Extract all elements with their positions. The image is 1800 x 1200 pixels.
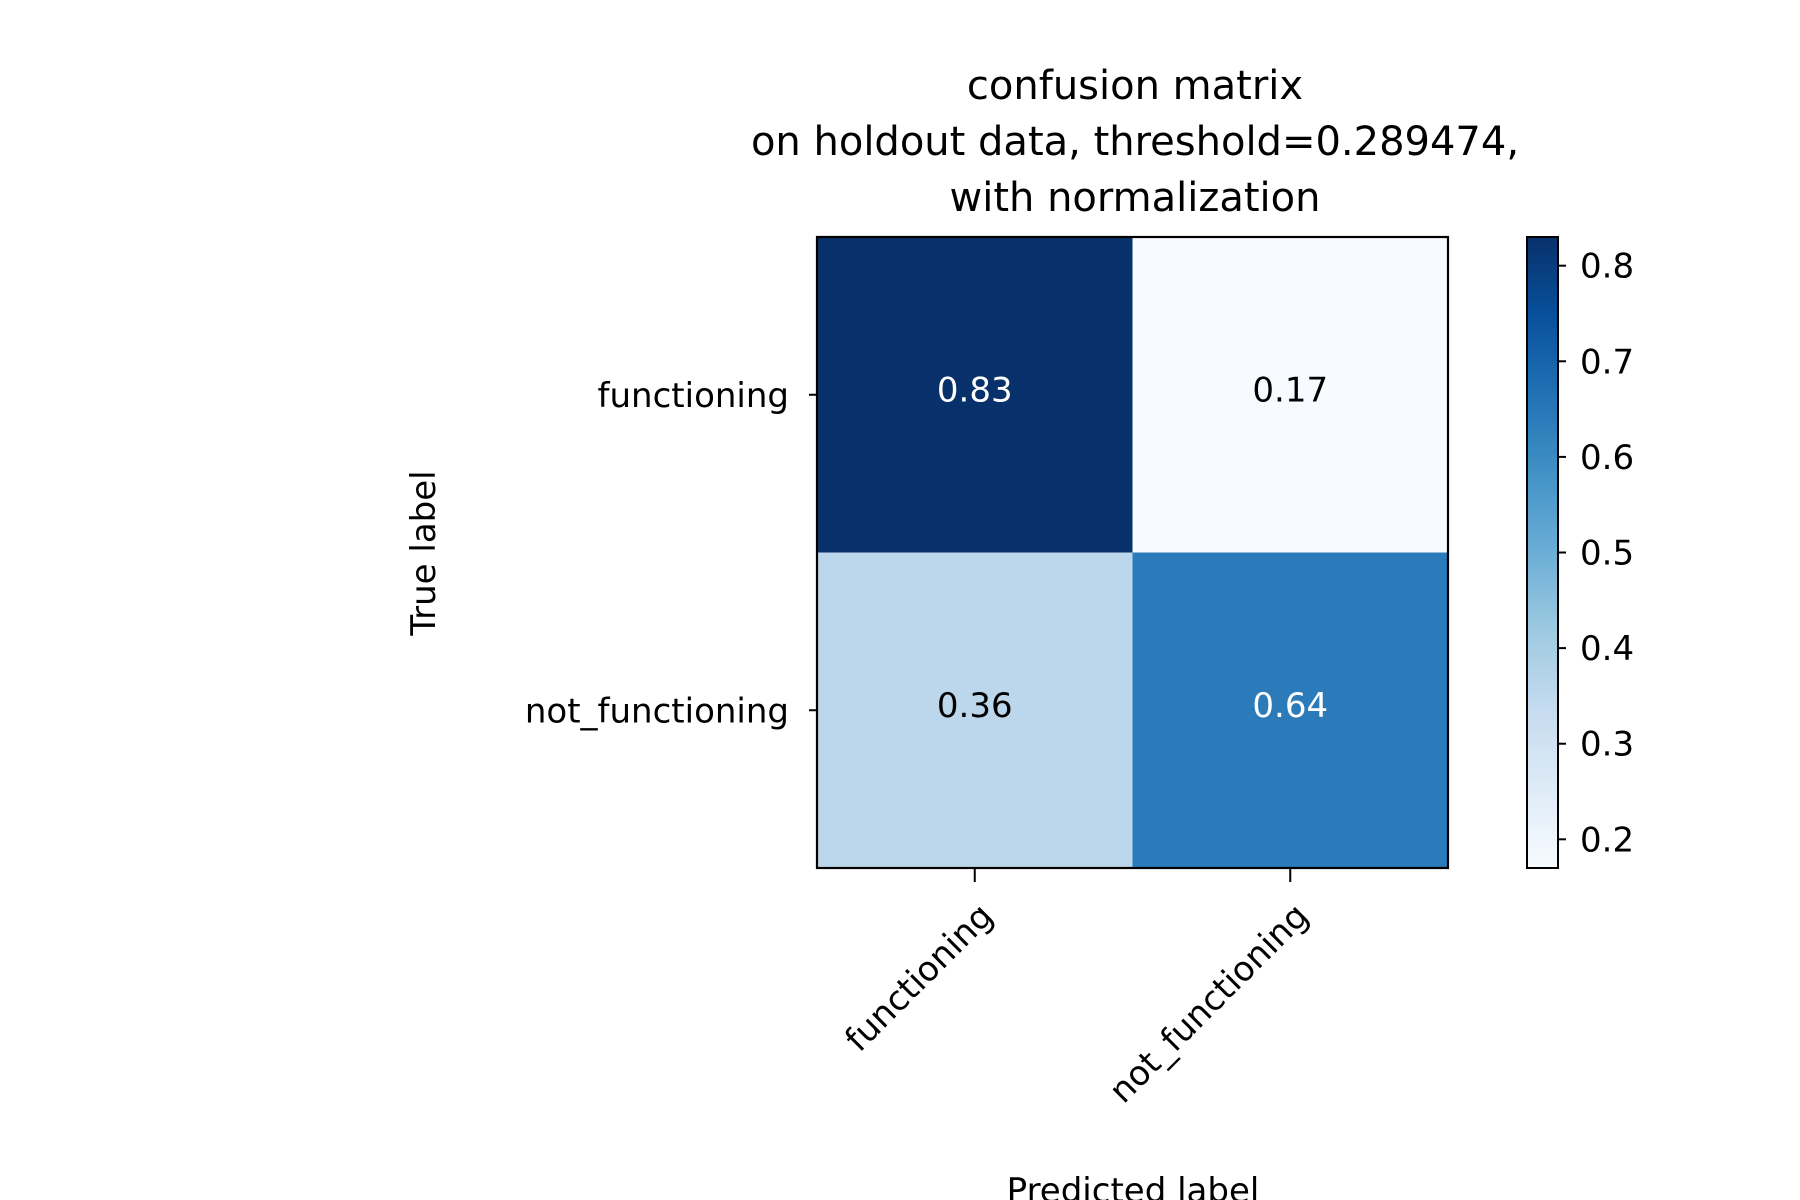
x-tick-label-0: functioning <box>837 896 1001 1060</box>
heatmap-cells <box>817 237 1448 868</box>
colorbar-gradient <box>1526 236 1559 869</box>
x-axis-label: Predicted label <box>1007 1171 1260 1200</box>
cell-label-1-0: 0.36 <box>937 686 1013 726</box>
cell-label-0-1: 0.17 <box>1252 370 1328 410</box>
colorbar-tick-label-3: 0.5 <box>1580 534 1634 574</box>
heatmap-cell-0-1 <box>1132 237 1448 553</box>
y-axis: functioning not_functioning <box>525 376 817 731</box>
colorbar-tick-label-2: 0.4 <box>1580 629 1634 669</box>
cell-label-0-0: 0.83 <box>937 370 1013 410</box>
title-line-3: with normalization <box>950 175 1321 221</box>
heatmap-cell-1-1 <box>1132 552 1448 868</box>
y-tick-label-0: functioning <box>598 376 789 416</box>
cell-label-1-1: 0.64 <box>1252 686 1328 726</box>
colorbar-tick-label-6: 0.8 <box>1580 247 1634 287</box>
colorbar-tick-label-4: 0.6 <box>1580 438 1634 478</box>
colorbar-tick-label-0: 0.2 <box>1580 820 1634 860</box>
colorbar-tick-label-1: 0.3 <box>1580 725 1634 765</box>
chart-title: confusion matrix on holdout data, thresh… <box>751 63 1519 221</box>
plot-frame <box>815 235 1450 870</box>
heatmap-cell-1-0 <box>817 552 1133 868</box>
y-tick-label-1: not_functioning <box>525 691 789 731</box>
colorbar: 0.2 0.3 0.4 0.5 0.6 0.7 0.8 <box>1526 236 1634 869</box>
y-axis-label: True label <box>404 470 444 636</box>
heatmap-cell-0-0 <box>817 237 1133 553</box>
x-tick-label-1: not_functioning <box>1102 896 1317 1111</box>
title-line-1: confusion matrix <box>967 63 1303 109</box>
heatmap-cell-labels: 0.83 0.17 0.36 0.64 <box>937 370 1328 726</box>
title-line-2: on holdout data, threshold=0.289474, <box>751 119 1519 165</box>
colorbar-tick-label-5: 0.7 <box>1580 342 1634 382</box>
colorbar-ticks: 0.2 0.3 0.4 0.5 0.6 0.7 0.8 <box>1558 247 1634 860</box>
x-axis: functioning not_functioning <box>837 868 1317 1111</box>
